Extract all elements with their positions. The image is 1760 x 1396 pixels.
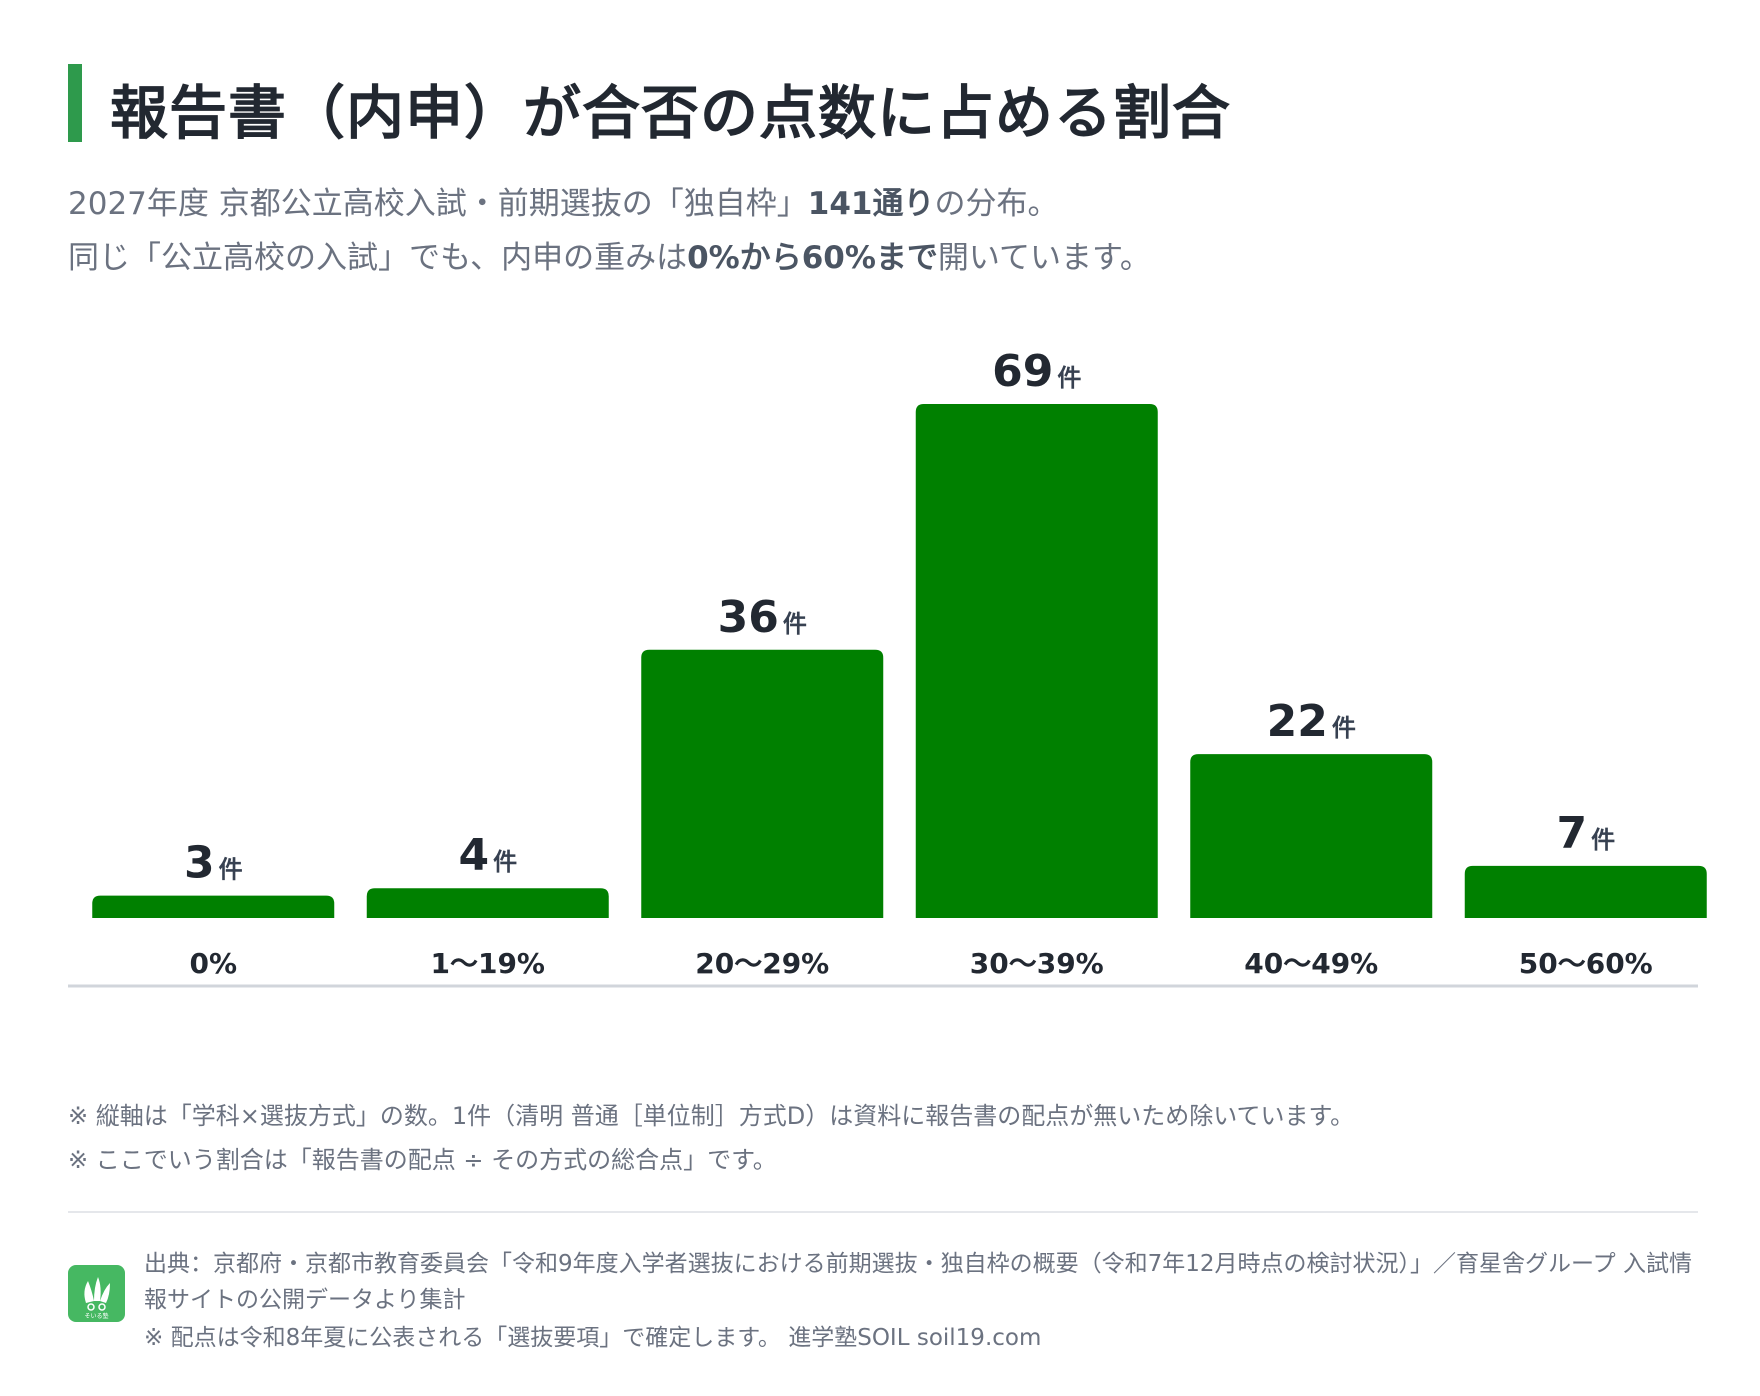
bar-1 <box>366 888 609 918</box>
subtitle-line-1: 2027年度 京都公立高校入試・前期選抜の「独自枠」141通りの分布。 <box>68 178 1058 223</box>
bar-5 <box>1464 865 1707 918</box>
note-vertical-axis: ※ 縦軸は「学科×選抜方式」の数。1件（清明 普通［単位制］方式D）は資料に報告… <box>68 1102 1355 1130</box>
x-tick-label: 20〜29% <box>695 947 829 980</box>
x-tick-label: 0% <box>189 947 237 980</box>
bar-chart: 3 件 0% 4 件 1〜19% 36 件 20〜29% 69 件 30〜39% 22 件 40〜49% 7 件… <box>68 346 1707 988</box>
leaf-logo-icon: そいる塾 <box>68 1265 125 1322</box>
bar-value-label: 36 件 <box>718 592 807 643</box>
x-tick-label: 40〜49% <box>1244 947 1378 980</box>
subtitle-emphasis: 0%から60%まで <box>687 240 938 276</box>
x-tick-label: 1〜19% <box>430 947 545 980</box>
footer-divider <box>68 1211 1698 1213</box>
bar-value-label: 22 件 <box>1267 696 1356 747</box>
source-line-2: 報サイトの公開データより集計 <box>144 1287 466 1313</box>
bar-3 <box>915 403 1158 918</box>
x-tick-label: 50〜60% <box>1519 947 1653 980</box>
bar-4 <box>1190 754 1433 918</box>
subtitle-text: の分布。 <box>934 186 1059 222</box>
x-tick-label: 30〜39% <box>970 947 1104 980</box>
page-title: 報告書（内申）が合否の点数に占める割合 <box>110 79 1232 147</box>
note-ratio-definition: ※ ここでいう割合は「報告書の配点 ÷ その方式の総合点」です。 <box>68 1146 777 1174</box>
bar-0 <box>92 895 335 918</box>
subtitle-text: 同じ「公立高校の入試」でも、内申の重みは <box>68 240 688 276</box>
source-line-3: ※ 配点は令和8年夏に公表される「選抜要項」で確定します。 進学塾SOIL so… <box>144 1325 1042 1351</box>
subtitle-line-2: 同じ「公立高校の入試」でも、内申の重みは0%から60%まで開いています。 <box>68 232 1151 277</box>
subtitle-text: 開いています。 <box>937 240 1151 276</box>
bar-2 <box>641 649 884 918</box>
logo-text: そいる塾 <box>84 1312 108 1320</box>
title-accent-bar <box>68 64 82 142</box>
subtitle-text: 2027年度 京都公立高校入試・前期選抜の「独自枠」 <box>68 186 808 222</box>
bar-value-label: 69 件 <box>992 346 1081 397</box>
source-line-1: 出典：京都府・京都市教育委員会「令和9年度入学者選抜における前期選抜・独自枠の概… <box>144 1251 1692 1277</box>
subtitle-emphasis: 141通り <box>807 186 935 222</box>
